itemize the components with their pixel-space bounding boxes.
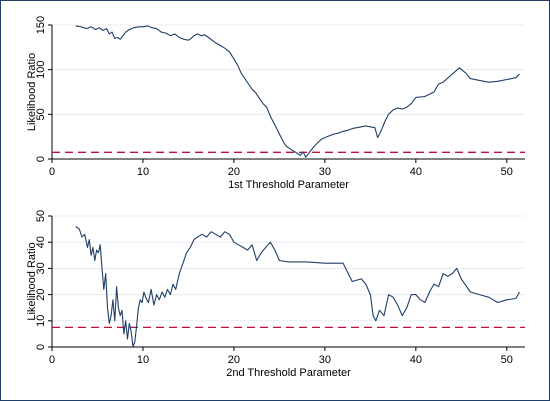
chart2-x-tick-label: 30 [319, 354, 331, 366]
chart2-y-tick-label: 10 [35, 315, 47, 327]
chart2-y-axis-label: Likelihood Ratio [26, 242, 38, 320]
chart2-y-tick-label: 20 [35, 288, 47, 300]
chart1-x-tick-label: 20 [228, 166, 240, 178]
chart1-y-tick-label: 0 [35, 156, 47, 162]
chart1-series-line [75, 25, 520, 158]
chart2-x-tick-label: 0 [49, 354, 55, 366]
chart1-x-tick-label: 0 [49, 166, 55, 178]
chart1-y-axis-label: Likelihood Ratio [26, 53, 38, 131]
chart2-y-tick-label: 0 [35, 344, 47, 350]
chart2-panel: 0 10 20 30 40 50 0 10 20 30 40 50 2nd Threshold Para… [26, 210, 525, 379]
chart2-x-axis-label: 2nd Threshold Parameter [226, 367, 351, 379]
chart1-x-tick-label: 50 [501, 166, 513, 178]
chart2-series-line [75, 226, 520, 348]
chart2-x-tick-label: 50 [501, 354, 513, 366]
chart1-y-tick-label: 150 [35, 16, 47, 34]
chart2-x-tick-label: 10 [137, 354, 149, 366]
chart2-y-tick-label: 40 [35, 236, 47, 248]
chart2-x-tick-label: 20 [228, 354, 240, 366]
chart1-x-tick-label: 10 [137, 166, 149, 178]
chart2-y-tick-label: 50 [35, 210, 47, 222]
chart1-y-tick-label: 50 [35, 108, 47, 120]
chart2-y-tick-label: 30 [35, 262, 47, 274]
chart1-x-axis-label: 1st Threshold Parameter [228, 179, 349, 191]
chart1-x-tick-label: 30 [319, 166, 331, 178]
chart1-x-tick-label: 40 [410, 166, 422, 178]
chart1-panel: 0 50 100 150 0 10 20 30 40 50 1st Threshold Parame… [26, 16, 525, 191]
chart1-y-tick-label: 100 [35, 60, 47, 78]
chart2-x-tick-label: 40 [410, 354, 422, 366]
